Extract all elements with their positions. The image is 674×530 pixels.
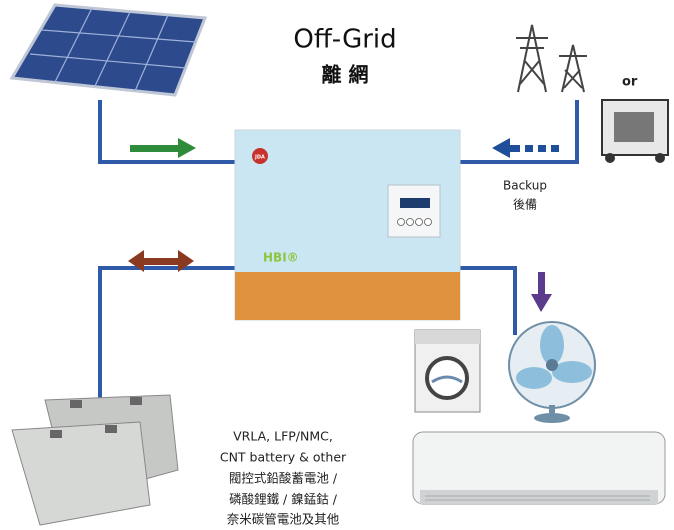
backup-label-zh: 後備 (513, 197, 537, 212)
battery-description: VRLA, LFP/NMC, CNT battery & other 閥控式鉛酸… (220, 429, 347, 527)
fan (508, 321, 596, 423)
connection-lines (98, 100, 579, 410)
pylons (516, 24, 587, 93)
battery-text: 磷酸鋰鐵 / 鎳錳鈷 / (229, 492, 338, 507)
backup-arrow (492, 138, 559, 158)
battery-arrow (128, 250, 194, 272)
subtitle: 離 網 (322, 63, 369, 87)
battery-text: 奈米碳管電池及其他 (227, 512, 340, 527)
load-arrow (531, 272, 552, 312)
logo-badge (252, 148, 268, 164)
generator (601, 99, 669, 163)
brand: HBI® (263, 251, 299, 265)
air-conditioner (412, 431, 666, 505)
battery-text: 閥控式鉛酸蓄電池 / (229, 471, 338, 486)
inverter: JDA HBI® (234, 129, 461, 321)
solar-arrow (130, 138, 196, 158)
battery-text: VRLA, LFP/NMC, (233, 429, 333, 444)
batteries (11, 394, 179, 526)
battery-text: CNT battery & other (220, 450, 347, 465)
logo: JDA (254, 155, 265, 161)
backup-label: Backup (503, 179, 547, 193)
title: Off-Grid (293, 25, 396, 55)
washing-machine (414, 329, 481, 413)
or-label: or (622, 75, 638, 90)
solar-panel (9, 3, 208, 97)
